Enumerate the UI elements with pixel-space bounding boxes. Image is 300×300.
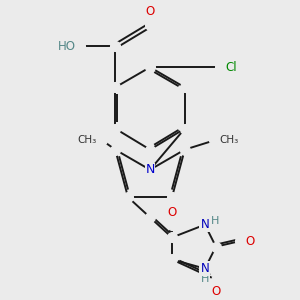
Text: O: O	[245, 235, 254, 248]
Text: O: O	[211, 285, 220, 298]
Text: HO: HO	[58, 40, 76, 53]
Text: CH₃: CH₃	[220, 136, 239, 146]
Text: N: N	[145, 163, 155, 176]
Text: N: N	[200, 218, 209, 231]
Text: H: H	[201, 274, 209, 284]
Text: O: O	[146, 5, 154, 18]
Text: CH₃: CH₃	[78, 136, 97, 146]
Text: Cl: Cl	[225, 61, 237, 74]
Text: H: H	[210, 216, 219, 226]
Text: N: N	[200, 262, 209, 275]
Text: O: O	[167, 206, 177, 219]
